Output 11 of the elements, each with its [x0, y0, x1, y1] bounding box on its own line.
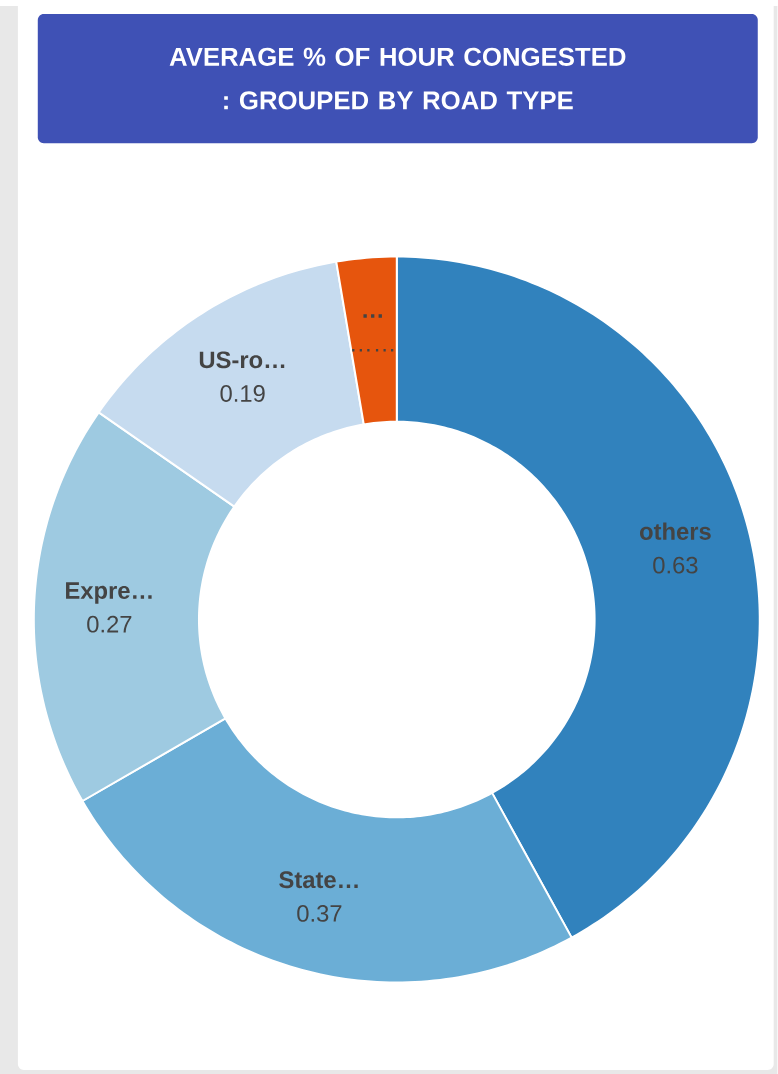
data-label: ……	[352, 348, 394, 352]
slice-label: others	[640, 522, 711, 540]
data-label: 0.19	[220, 385, 265, 402]
slice-label: State…	[279, 871, 358, 889]
data-label: 0.63	[653, 556, 698, 574]
slice-label: Expre…	[66, 582, 152, 604]
data-label: 0.37	[297, 905, 342, 922]
slice-label: …	[363, 314, 383, 318]
chart-title: AVERAGE % OF HOUR CONGESTED : GROUPED BY ROAD TYPE	[169, 47, 626, 110]
data-label: 0.27	[87, 615, 132, 633]
slice-label: US-ro…	[200, 351, 285, 369]
